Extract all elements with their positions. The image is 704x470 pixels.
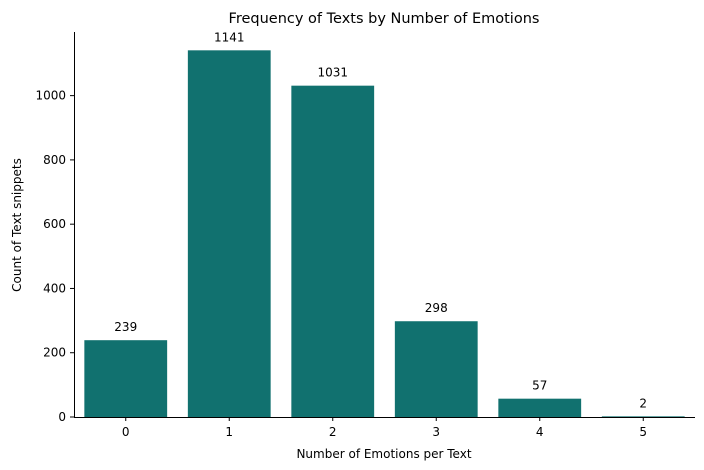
x-tick-label: 5 — [639, 425, 647, 439]
bar-1 — [187, 50, 271, 417]
x-tick-label: 2 — [329, 425, 337, 439]
bars-group — [84, 50, 685, 418]
bar-3 — [394, 321, 478, 417]
y-tick-label: 1000 — [35, 89, 66, 103]
bar-value-label: 298 — [425, 301, 448, 315]
bar-4 — [498, 398, 582, 417]
y-tick-label: 200 — [43, 346, 66, 360]
bar-value-label: 239 — [114, 320, 137, 334]
y-axis-label: Count of Text snippets — [10, 158, 24, 292]
bar-value-label: 2 — [639, 396, 647, 410]
x-tick-label: 1 — [225, 425, 233, 439]
x-tick-label: 3 — [432, 425, 440, 439]
bar-value-label: 57 — [532, 379, 547, 393]
y-axis: 0 200 400 600 800 1000 — [35, 32, 75, 424]
y-tick-label: 0 — [58, 410, 66, 424]
bar-value-label: 1141 — [214, 30, 245, 44]
chart-title: Frequency of Texts by Number of Emotions — [229, 11, 540, 27]
x-tick-label: 4 — [536, 425, 544, 439]
bar-5 — [601, 416, 685, 417]
bar-labels-group: 239 1141 1031 298 57 2 — [114, 30, 647, 410]
y-tick-label: 800 — [43, 153, 66, 167]
x-axis-label: Number of Emotions per Text — [296, 447, 471, 461]
bar-value-label: 1031 — [317, 66, 348, 80]
bar-2 — [291, 85, 375, 418]
y-tick-label: 600 — [43, 217, 66, 231]
y-tick-label: 400 — [43, 281, 66, 295]
x-tick-label: 0 — [122, 425, 130, 439]
bar-0 — [84, 340, 168, 417]
x-axis: 0 1 2 3 4 5 — [74, 417, 695, 439]
